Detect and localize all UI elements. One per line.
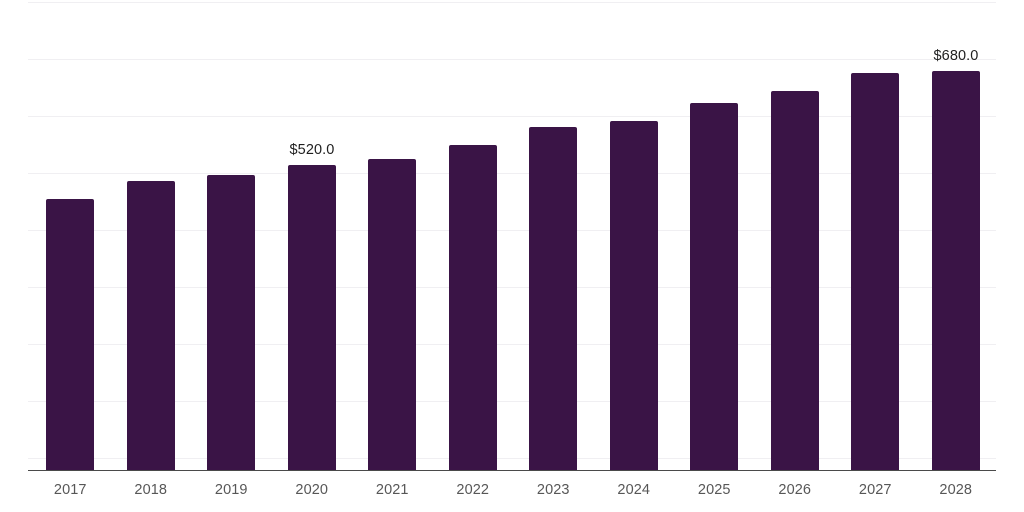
- x-axis-tick-label-2021: 2021: [375, 482, 409, 498]
- bar-value-label: $680.0: [933, 48, 979, 64]
- bar[interactable]: [207, 175, 255, 470]
- bar[interactable]: [288, 165, 336, 470]
- bar[interactable]: [690, 103, 738, 470]
- bar[interactable]: [771, 91, 819, 470]
- x-axis-tick-label-2023: 2023: [536, 482, 570, 498]
- x-axis-line: [28, 470, 996, 471]
- x-axis-tick-label-2018: 2018: [134, 482, 168, 498]
- x-axis-tick-label-2022: 2022: [456, 482, 490, 498]
- x-axis-tick-label-2027: 2027: [858, 482, 892, 498]
- x-axis-tick-label-2019: 2019: [214, 482, 248, 498]
- bar[interactable]: [127, 181, 175, 470]
- bar[interactable]: [368, 159, 416, 470]
- bar-value-label: $520.0: [289, 142, 335, 158]
- x-axis-tick-label-2017: 2017: [53, 482, 87, 498]
- x-axis-tick-label-2028: 2028: [939, 482, 973, 498]
- x-axis-tick-label-2024: 2024: [617, 482, 651, 498]
- bar[interactable]: [610, 121, 658, 470]
- x-axis-tick-label-2020: 2020: [295, 482, 329, 498]
- bar[interactable]: [46, 199, 94, 470]
- bar[interactable]: [449, 145, 497, 470]
- x-axis-tick-label-2026: 2026: [778, 482, 812, 498]
- x-axis-tick-label-2025: 2025: [697, 482, 731, 498]
- bar[interactable]: [529, 127, 577, 470]
- bar[interactable]: [851, 73, 899, 470]
- bar[interactable]: [932, 71, 980, 470]
